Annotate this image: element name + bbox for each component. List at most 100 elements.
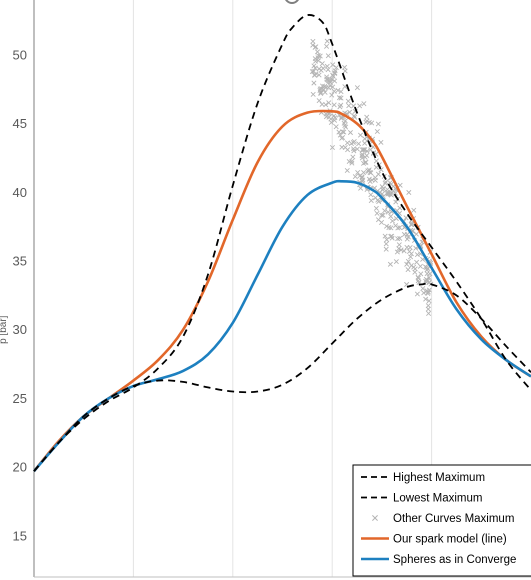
other-curves-maximum-marker xyxy=(374,128,380,135)
other-curves-maximum-marker xyxy=(329,92,335,98)
legend-label: Highest Maximum xyxy=(393,472,485,484)
other-curves-maximum-marker xyxy=(331,102,337,108)
other-curves-maximum-marker xyxy=(375,121,381,127)
other-curves-maximum-marker xyxy=(420,285,426,292)
legend-label: Lowest Maximum xyxy=(393,493,482,505)
y-tick-label: 50 xyxy=(13,47,27,62)
other-curves-maximum-marker xyxy=(350,154,356,160)
other-curves-maximum-marker xyxy=(329,144,335,151)
other-curves-maximum-marker xyxy=(393,199,399,205)
other-curves-maximum-marker xyxy=(420,256,426,262)
other-curves-maximum-marker xyxy=(316,72,322,78)
other-curves-maximum-marker xyxy=(359,153,365,159)
other-curves-maximum-marker xyxy=(368,192,374,198)
legend: Highest Maximum Lowest Maximum Other Curve… xyxy=(352,464,531,577)
other-curves-maximum-marker xyxy=(405,258,411,264)
other-curves-maximum-marker xyxy=(313,71,319,77)
other-curves-maximum-marker xyxy=(312,44,318,50)
other-curves-maximum-marker xyxy=(384,186,390,192)
other-curves-maximum-marker xyxy=(362,147,368,153)
other-curves-maximum-marker xyxy=(311,80,317,86)
other-curves-maximum-marker xyxy=(404,261,410,267)
other-curves-maximum-marker xyxy=(352,114,358,120)
other-curves-maximum-marker xyxy=(316,66,322,72)
other-curves-maximum-marker xyxy=(344,167,350,174)
other-curves-maximum-marker xyxy=(424,265,430,271)
other-curves-maximum-marker xyxy=(362,140,368,146)
other-curves-maximum-marker xyxy=(385,209,391,215)
other-curves-maximum-marker xyxy=(340,134,346,140)
other-curves-maximum-marker xyxy=(310,91,316,97)
other-curves-maximum-marker xyxy=(418,271,424,277)
other-curves-maximum-marker xyxy=(354,146,360,152)
y-tick-label: 35 xyxy=(13,254,27,269)
other-curves-maximum-marker xyxy=(333,124,339,130)
other-curves-maximum-marker xyxy=(345,147,351,153)
other-curves-maximum-marker xyxy=(414,259,420,265)
other-curves-maximum-marker xyxy=(345,98,351,104)
other-curves-maximum-marker xyxy=(320,83,326,89)
legend-item: Other Curves Maximum xyxy=(372,513,514,525)
other-curves-maximum-marker xyxy=(379,219,385,225)
other-curves-maximum-marker xyxy=(368,170,374,176)
other-curves-maximum-marker xyxy=(383,246,389,252)
other-curves-maximum-marker xyxy=(411,264,417,270)
other-curves-maximum-marker xyxy=(369,177,375,183)
other-curves-maximum-marker xyxy=(355,169,361,175)
y-tick-label: 25 xyxy=(13,391,27,406)
other-curves-maximum-marker xyxy=(342,123,348,129)
other-curves-maximum-marker xyxy=(368,198,374,204)
other-curves-maximum-marker xyxy=(332,78,338,84)
other-curves-maximum-marker xyxy=(378,139,384,145)
other-curves-maximum-marker xyxy=(397,182,403,188)
other-curves-maximum-marker xyxy=(373,205,379,211)
other-curves-maximum-marker xyxy=(408,251,414,257)
other-curves-maximum-marker xyxy=(352,174,358,180)
other-curves-maximum-marker xyxy=(332,71,338,77)
other-curves-maximum-marker xyxy=(405,234,411,240)
other-curves-maximum-marker xyxy=(338,115,344,121)
other-curves-maximum-marker xyxy=(324,38,330,44)
other-curves-maximum-marker xyxy=(401,231,407,237)
other-curves-maximum-marker xyxy=(361,101,367,107)
other-curves-maximum-marker xyxy=(364,114,370,120)
other-curves-maximum-marker xyxy=(382,208,388,214)
other-curves-maximum-marker xyxy=(373,164,379,170)
other-curves-maximum-marker xyxy=(383,179,389,185)
series-line-highest-maximum xyxy=(33,14,531,472)
other-curves-maximum-marker xyxy=(330,62,336,68)
other-curves-maximum-marker xyxy=(412,269,418,275)
other-curves-maximum-marker xyxy=(326,100,332,106)
other-curves-maximum-marker xyxy=(373,158,379,164)
other-curves-maximum-marker xyxy=(336,129,342,135)
other-curves-maximum-marker xyxy=(414,252,420,258)
other-curves-maximum-marker xyxy=(423,296,429,302)
other-curves-maximum-marker xyxy=(358,185,364,191)
other-curves-maximum-marker xyxy=(357,132,363,138)
other-curves-maximum-marker xyxy=(408,254,414,260)
other-curves-maximum-marker xyxy=(379,212,385,218)
other-curves-maximum-marker xyxy=(425,290,431,296)
other-curves-maximum-marker xyxy=(361,160,367,166)
legend-label: Spheres as in Converge xyxy=(393,554,516,566)
other-curves-maximum-marker xyxy=(326,114,332,120)
other-curves-maximum-marker xyxy=(382,233,388,239)
other-curves-maximum-marker xyxy=(397,225,403,231)
other-curves-maximum-marker xyxy=(314,49,320,55)
other-curves-maximum-marker xyxy=(328,119,334,126)
other-curves-maximum-marker xyxy=(425,306,431,312)
other-curves-maximum-marker xyxy=(337,104,343,110)
other-curves-maximum-marker xyxy=(398,247,404,253)
other-curves-maximum-marker xyxy=(342,118,348,124)
y-tick-label: 20 xyxy=(13,460,27,475)
y-axis-label: p [bar] xyxy=(0,315,9,344)
other-curves-maximum-marker xyxy=(388,213,394,219)
other-curves-maximum-marker xyxy=(414,291,420,297)
other-curves-maximum-marker xyxy=(415,275,421,281)
other-curves-maximum-marker xyxy=(331,88,337,94)
other-curves-maximum-marker xyxy=(344,140,350,146)
other-curves-maximum-marker xyxy=(417,263,423,269)
other-curves-maximum-marker xyxy=(351,113,357,119)
other-curves-maximum-marker xyxy=(349,160,355,166)
series-line-lowest-maximum xyxy=(33,282,531,472)
